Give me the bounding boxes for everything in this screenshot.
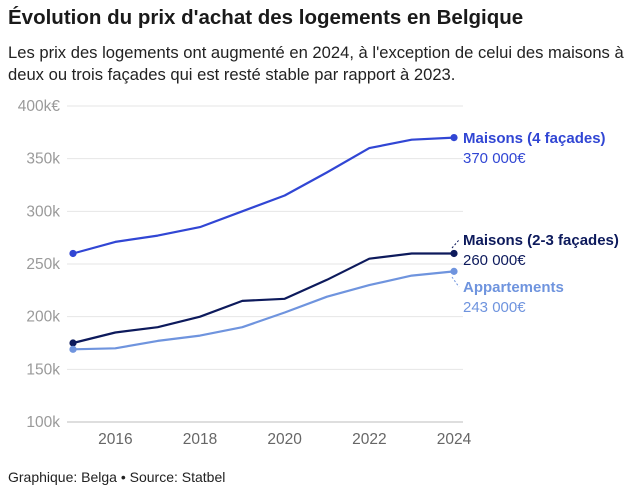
x-tick-label: 2022 [352,431,386,448]
chart-title: Évolution du prix d'achat des logements … [8,6,524,29]
chart-subtitle: Les prix des logements ont augmenté en 2… [8,43,624,84]
series-start-point [69,339,77,347]
x-tick-label: 2020 [267,431,302,448]
series-value-label: 243 000€ [463,299,526,316]
series-value-label: 260 000€ [463,252,526,269]
x-tick-label: 2016 [98,431,132,448]
series-line [71,136,456,255]
series-start-point [69,249,77,258]
series-labels: Maisons (4 façades) 370 000€ Maisons (2-3 … [451,130,619,316]
series-value-label: 370 000€ [463,150,526,167]
series-line [71,252,456,345]
series-end-point [450,249,458,258]
source-credit: Graphique: Belga • Source: Statbel [8,469,226,485]
label-leader-line [451,276,460,288]
gridlines [67,105,463,423]
series-name-label: Maisons (4 façades) [463,130,606,147]
series-end-point [450,267,458,275]
y-tick-label: 250k [26,256,60,273]
series-lines [69,134,458,353]
y-tick-label: 400k€ [18,98,61,115]
x-axis-ticks: 2016 2018 2020 2022 2024 [98,431,472,448]
y-tick-label: 100k [26,414,60,431]
y-axis-ticks: 100k 150k 200k 250k 300k 350k 400k€ [18,98,61,431]
y-tick-label: 350k [26,151,60,168]
series-name-label: Maisons (2-3 façades) [463,232,619,249]
y-tick-label: 300k [26,203,60,220]
y-tick-label: 150k [26,361,60,378]
x-tick-label: 2018 [183,431,217,448]
series-end-point [450,134,458,142]
series-start-point [69,345,77,353]
series-line [71,270,456,351]
series-name-label: Appartements [463,279,564,296]
x-tick-label: 2024 [437,431,472,448]
y-tick-label: 200k [26,309,60,326]
label-leader-line [451,239,460,249]
